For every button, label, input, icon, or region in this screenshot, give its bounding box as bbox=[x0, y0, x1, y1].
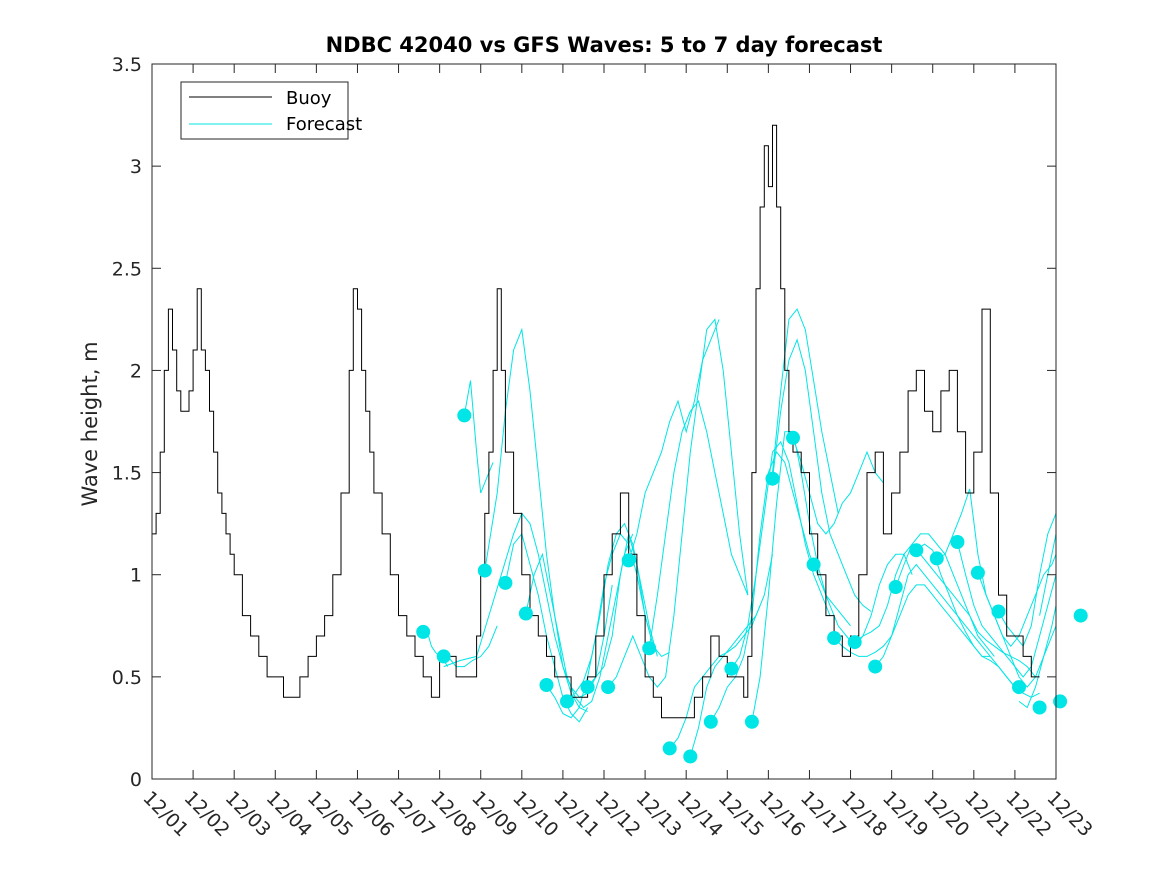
x-tick-label: 12/08 bbox=[426, 787, 480, 841]
forecast-line-30 bbox=[998, 513, 1057, 648]
forecast-point bbox=[477, 563, 492, 578]
forecast-point bbox=[457, 408, 472, 423]
forecast-points bbox=[416, 408, 1088, 764]
y-tick-label: 1 bbox=[130, 565, 142, 587]
x-tick-label: 12/06 bbox=[344, 787, 398, 841]
x-tick-label: 12/18 bbox=[837, 787, 891, 841]
forecast-point bbox=[847, 635, 862, 650]
y-tick-label: 3.5 bbox=[112, 54, 142, 76]
forecast-point bbox=[703, 714, 718, 729]
x-tick-label: 12/01 bbox=[138, 787, 192, 841]
forecast-line-18 bbox=[772, 338, 872, 612]
forecast-line-31 bbox=[1018, 605, 1057, 709]
forecast-line-7 bbox=[546, 532, 654, 719]
forecast-line-10 bbox=[607, 318, 749, 688]
forecast-point bbox=[580, 680, 595, 695]
forecast-point bbox=[744, 714, 759, 729]
forecast-line-20 bbox=[772, 308, 839, 514]
forecast-point bbox=[436, 649, 451, 664]
legend-forecast-label: Forecast bbox=[286, 114, 362, 135]
forecast-point bbox=[518, 606, 533, 621]
forecast-point bbox=[806, 557, 821, 572]
forecast-point bbox=[991, 604, 1006, 619]
y-tick-label: 0 bbox=[130, 769, 142, 791]
legend-box bbox=[180, 81, 349, 140]
forecast-point bbox=[1032, 700, 1047, 715]
x-tick-label: 12/02 bbox=[180, 787, 234, 841]
plot-area bbox=[152, 64, 1056, 779]
chart-title: NDBC 42040 vs GFS Waves: 5 to 7 day fore… bbox=[326, 33, 883, 57]
forecast-point bbox=[765, 471, 780, 486]
x-tick-label: 12/10 bbox=[508, 787, 562, 841]
x-tick-label: 12/22 bbox=[1001, 787, 1055, 841]
y-tick-label: 2.5 bbox=[112, 258, 142, 280]
legend-buoy-label: Buoy bbox=[286, 88, 332, 109]
forecast-line-22 bbox=[833, 584, 991, 657]
x-tick-label: 12/13 bbox=[632, 787, 686, 841]
x-tick-label: 12/23 bbox=[1042, 787, 1096, 841]
forecast-point bbox=[950, 535, 965, 549]
forecast-point bbox=[786, 430, 800, 445]
legend: Buoy Forecast bbox=[180, 81, 362, 140]
x-tick-label: 12/04 bbox=[262, 787, 316, 841]
forecast-point bbox=[1073, 608, 1088, 623]
forecast-point bbox=[868, 659, 883, 674]
forecast-point bbox=[621, 553, 636, 568]
forecast-point bbox=[724, 661, 739, 676]
x-tick-label: 12/14 bbox=[673, 787, 727, 841]
forecast-point bbox=[416, 624, 431, 639]
x-tick-label: 12/20 bbox=[919, 787, 973, 841]
forecast-point bbox=[970, 565, 985, 580]
forecast-point bbox=[498, 575, 513, 590]
forecast-point bbox=[683, 749, 698, 764]
x-tick-label: 12/19 bbox=[878, 787, 932, 841]
forecast-point bbox=[888, 580, 903, 594]
x-tick-label: 12/03 bbox=[221, 787, 275, 841]
y-axis-label: Wave height, m bbox=[78, 341, 102, 506]
y-tick-label: 3 bbox=[130, 156, 142, 178]
x-tick-label: 12/07 bbox=[385, 787, 439, 841]
x-tick-label: 12/12 bbox=[590, 787, 644, 841]
x-tick-label: 12/11 bbox=[549, 787, 603, 841]
y-tick-label: 2 bbox=[130, 360, 142, 382]
forecast-line-11 bbox=[628, 319, 720, 561]
forecast-line-6 bbox=[525, 533, 634, 709]
buoy-line bbox=[152, 124, 1040, 719]
forecast-point bbox=[539, 678, 554, 692]
y-tick-label: 1.5 bbox=[112, 463, 142, 485]
forecast-point bbox=[662, 741, 677, 756]
forecast-point bbox=[642, 641, 657, 656]
forecast-point bbox=[909, 543, 924, 558]
x-tick-label: 12/16 bbox=[755, 787, 809, 841]
x-tick-label: 12/09 bbox=[467, 787, 521, 841]
forecast-point bbox=[560, 694, 574, 709]
x-tick-label: 12/05 bbox=[303, 787, 357, 841]
forecast-line-14 bbox=[689, 554, 773, 757]
plot-background bbox=[152, 64, 1056, 779]
forecast-point bbox=[1053, 694, 1068, 709]
forecast-point bbox=[601, 680, 616, 695]
forecast-line-29 bbox=[977, 572, 1057, 688]
x-tick-label: 12/21 bbox=[960, 787, 1014, 841]
forecast-point bbox=[929, 551, 944, 566]
x-tick-label: 12/15 bbox=[714, 787, 768, 841]
forecast-point bbox=[1012, 680, 1026, 695]
y-tick-label: 0.5 bbox=[112, 667, 142, 689]
forecast-line-12 bbox=[648, 400, 749, 649]
buoy-line-group bbox=[152, 124, 1040, 719]
x-tick-label: 12/17 bbox=[796, 787, 850, 841]
forecast-line-28 bbox=[956, 541, 1057, 678]
forecast-point bbox=[827, 631, 842, 645]
forecast-line-25 bbox=[895, 533, 1036, 678]
forecast-line-16 bbox=[730, 440, 831, 669]
